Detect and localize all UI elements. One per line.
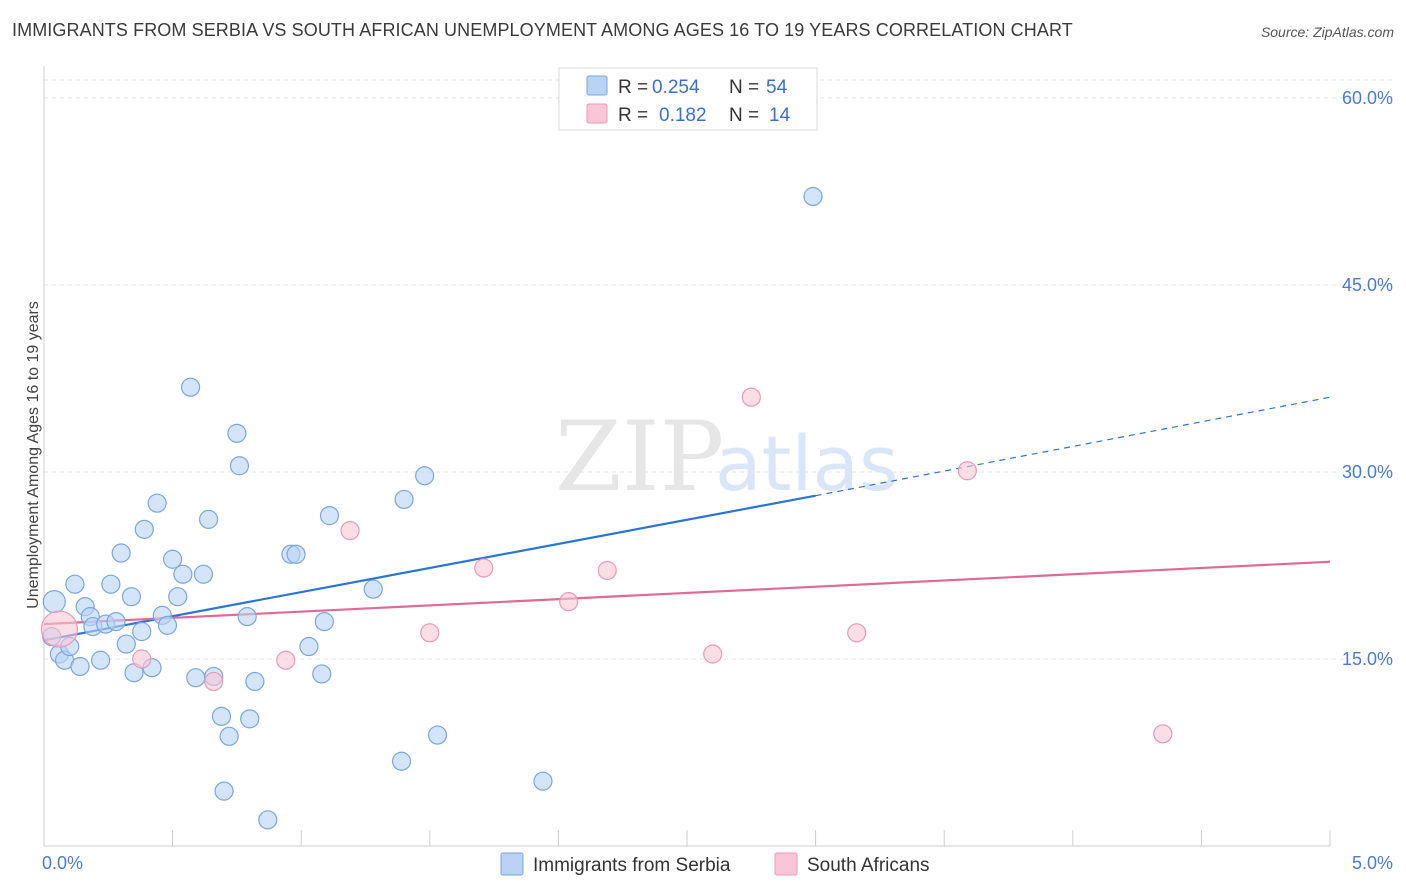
legend-n-value-serbia: 54 xyxy=(766,77,788,98)
serbia-point-25 xyxy=(168,587,188,607)
serbia-point-19 xyxy=(134,519,154,539)
legend-n-label-sa: N = xyxy=(729,105,759,126)
bottom-legend-swatch-sa xyxy=(774,852,798,876)
serbia-point-50 xyxy=(415,466,435,486)
y-tick-label-1: 30.0% xyxy=(1342,462,1393,482)
bottom-legend-label-sa: South Africans xyxy=(807,855,930,876)
bottom-legend-swatch-serbia xyxy=(500,852,524,876)
serbia-point-16 xyxy=(121,587,142,607)
chart-title: IMMIGRANTS FROM SERBIA VS SOUTH AFRICAN … xyxy=(12,20,1073,40)
sa-point-2 xyxy=(204,671,224,692)
serbia-point-37 xyxy=(237,607,257,627)
y-tick-label-2: 45.0% xyxy=(1342,275,1393,295)
serbia-point-18 xyxy=(132,621,152,642)
serbia-point-26 xyxy=(173,564,193,584)
sa-point-1 xyxy=(132,649,152,669)
grid-lines xyxy=(44,79,1392,660)
legend-r-label-serbia: R = xyxy=(618,77,648,98)
serbia-point-43 xyxy=(299,636,319,657)
serbia-point-35 xyxy=(227,423,247,443)
serbia-point-51 xyxy=(427,725,448,745)
sa-point-11 xyxy=(847,623,867,643)
y-tick-labels: 15.0% 30.0% 45.0% 60.0% xyxy=(1342,88,1393,669)
y-axis-label: Unemployment Among Ages 16 to 19 years xyxy=(25,301,42,609)
sa-point-5 xyxy=(420,623,440,643)
source-label: Source: ZipAtlas.com xyxy=(1260,24,1394,40)
sa-point-4 xyxy=(340,520,360,541)
serbia-point-49 xyxy=(394,489,414,510)
serbia-point-21 xyxy=(147,493,167,513)
serbia-point-48 xyxy=(391,751,412,771)
serbia-point-32 xyxy=(211,706,232,726)
x-tick-labels: 0.0% 5.0% xyxy=(42,853,1393,873)
serbia-point-13 xyxy=(106,611,126,632)
serbia-point-29 xyxy=(193,564,214,584)
legend-n-label-serbia: N = xyxy=(729,77,759,98)
y-tick-label-0: 15.0% xyxy=(1342,649,1393,669)
serbia-point-45 xyxy=(314,611,334,632)
legend-swatch-sa xyxy=(586,103,608,124)
serbia-point-23 xyxy=(157,615,178,635)
serbia-point-10 xyxy=(90,650,111,670)
serbia-point-53 xyxy=(803,186,823,207)
serbia-point-6 xyxy=(70,656,90,677)
serbia-point-5 xyxy=(65,574,85,594)
serbia-trend-line xyxy=(43,494,816,642)
sa-point-0 xyxy=(40,610,79,648)
serbia-point-42 xyxy=(286,544,306,564)
serbia-point-34 xyxy=(219,726,239,746)
axes xyxy=(43,66,1331,847)
sa-point-12 xyxy=(957,461,977,481)
sa-point-10 xyxy=(741,387,761,407)
serbia-point-47 xyxy=(363,579,383,599)
serbia-point-40 xyxy=(258,810,278,830)
watermark-zip: ZIP xyxy=(555,401,724,513)
sa-point-7 xyxy=(559,592,579,612)
sa-point-6 xyxy=(474,558,494,578)
sa-point-8 xyxy=(597,560,617,581)
sa-point-3 xyxy=(276,650,296,670)
trend-lines xyxy=(43,396,1331,642)
serbia-point-38 xyxy=(240,709,260,729)
legend-r-label-sa: R = xyxy=(618,105,648,126)
serbia-point-24 xyxy=(163,549,183,569)
serbia-point-33 xyxy=(214,781,234,801)
scatter-points xyxy=(40,186,1173,830)
serbia-point-27 xyxy=(181,377,201,397)
serbia-point-36 xyxy=(229,456,250,476)
legend-box: R = 0.254 N = 54 R = 0.182 N = 14 xyxy=(558,67,818,131)
sa-point-9 xyxy=(703,644,723,664)
serbia-point-46 xyxy=(319,506,340,526)
serbia-point-39 xyxy=(245,671,265,692)
sa-point-13 xyxy=(1153,724,1173,744)
y-tick-label-3: 60.0% xyxy=(1342,88,1393,108)
serbia-point-12 xyxy=(101,574,121,594)
legend-r-value-sa: 0.182 xyxy=(659,105,707,126)
legend-swatch-serbia xyxy=(586,75,608,96)
serbia-point-15 xyxy=(116,634,136,654)
serbia-point-52 xyxy=(533,771,553,791)
watermark-atlas: atlas xyxy=(715,419,899,508)
serbia-point-1 xyxy=(42,590,66,614)
legend-r-value-serbia: 0.254 xyxy=(652,77,700,98)
x-tick-label-0: 0.0% xyxy=(42,853,83,873)
serbia-point-44 xyxy=(312,664,332,684)
serbia-point-30 xyxy=(199,509,219,529)
sa-trend-line xyxy=(43,560,1331,626)
x-tick-label-1: 5.0% xyxy=(1352,853,1393,873)
legend-n-value-sa: 14 xyxy=(769,105,791,126)
serbia-point-28 xyxy=(186,668,206,688)
bottom-legend-label-serbia: Immigrants from Serbia xyxy=(533,855,731,876)
bottom-legend: Immigrants from Serbia South Africans xyxy=(500,852,930,876)
serbia-point-14 xyxy=(111,543,131,563)
